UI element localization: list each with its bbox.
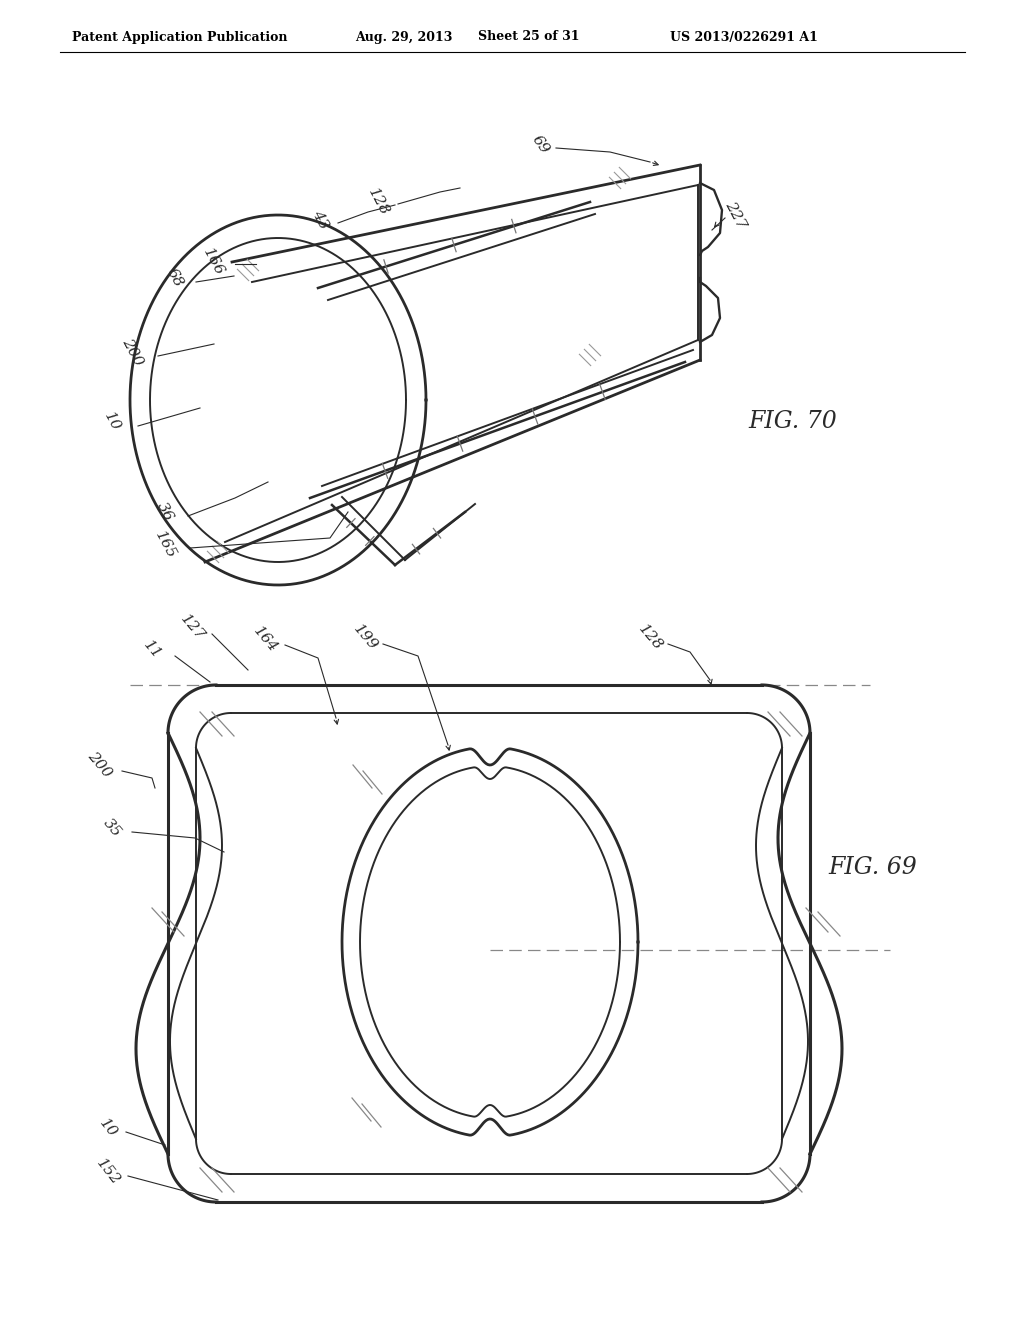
- Text: 35: 35: [100, 816, 124, 840]
- Text: 43: 43: [309, 209, 331, 232]
- Text: 199: 199: [350, 622, 380, 653]
- Text: 164: 164: [250, 624, 280, 656]
- Text: FIG. 69: FIG. 69: [828, 857, 916, 879]
- Text: 68: 68: [164, 267, 185, 290]
- Text: 69: 69: [528, 133, 551, 157]
- Text: 128: 128: [365, 186, 391, 218]
- Text: FIG. 70: FIG. 70: [748, 411, 837, 433]
- Text: 36: 36: [155, 500, 176, 524]
- Text: US 2013/0226291 A1: US 2013/0226291 A1: [670, 30, 818, 44]
- Text: Aug. 29, 2013: Aug. 29, 2013: [355, 30, 453, 44]
- Text: 166: 166: [200, 246, 226, 279]
- Text: 165: 165: [152, 529, 178, 561]
- Text: 200: 200: [85, 750, 115, 780]
- Text: Patent Application Publication: Patent Application Publication: [72, 30, 288, 44]
- Text: 127: 127: [177, 612, 207, 644]
- Text: 11: 11: [140, 638, 164, 661]
- Text: 152: 152: [93, 1156, 123, 1188]
- Text: 227: 227: [722, 199, 749, 231]
- Text: Sheet 25 of 31: Sheet 25 of 31: [478, 30, 580, 44]
- Text: 200: 200: [119, 335, 145, 368]
- Text: 10: 10: [101, 411, 123, 434]
- Text: 10: 10: [96, 1115, 120, 1140]
- Text: 128: 128: [635, 622, 665, 653]
